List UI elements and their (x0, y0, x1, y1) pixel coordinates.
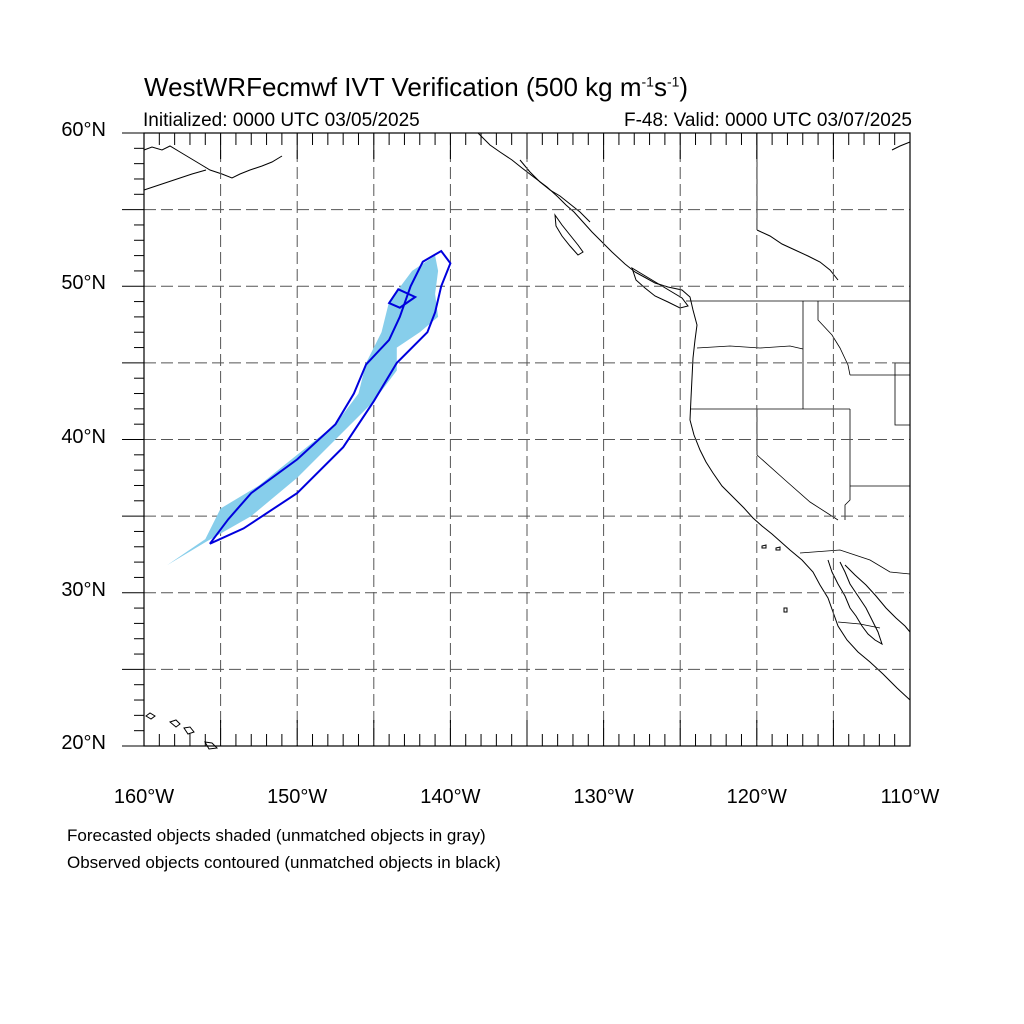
map-frame (143, 132, 911, 747)
coastlines (143, 132, 911, 750)
observed-object-contour (209, 249, 452, 545)
lon-label: 140°W (420, 786, 481, 808)
forecast-note: Forecasted objects shaded (unmatched obj… (67, 826, 486, 845)
lat-label: 60°N (61, 119, 106, 141)
forecast-object (167, 255, 439, 566)
lon-label: 120°W (726, 786, 787, 808)
observed-note: Observed objects contoured (unmatched ob… (67, 853, 501, 872)
lon-label: 150°W (267, 786, 328, 808)
valid-time: F-48: Valid: 0000 UTC 03/07/2025 (624, 110, 912, 131)
lon-label: 110°W (880, 786, 940, 808)
graticule (144, 133, 910, 746)
lat-label: 50°N (61, 272, 106, 295)
lat-label: 30°N (61, 578, 106, 601)
lon-label: 160°W (113, 786, 175, 808)
lat-label: 20°N (61, 732, 106, 754)
political-borders (686, 133, 911, 629)
lon-label: 130°W (573, 786, 634, 808)
initialized-time: Initialized: 0000 UTC 03/05/2025 (143, 110, 420, 131)
map-title: WestWRFecmwf IVT Verification (500 kg m-… (144, 72, 689, 102)
observed-object-inner-contour (387, 288, 418, 309)
lat-label: 40°N (61, 425, 106, 448)
